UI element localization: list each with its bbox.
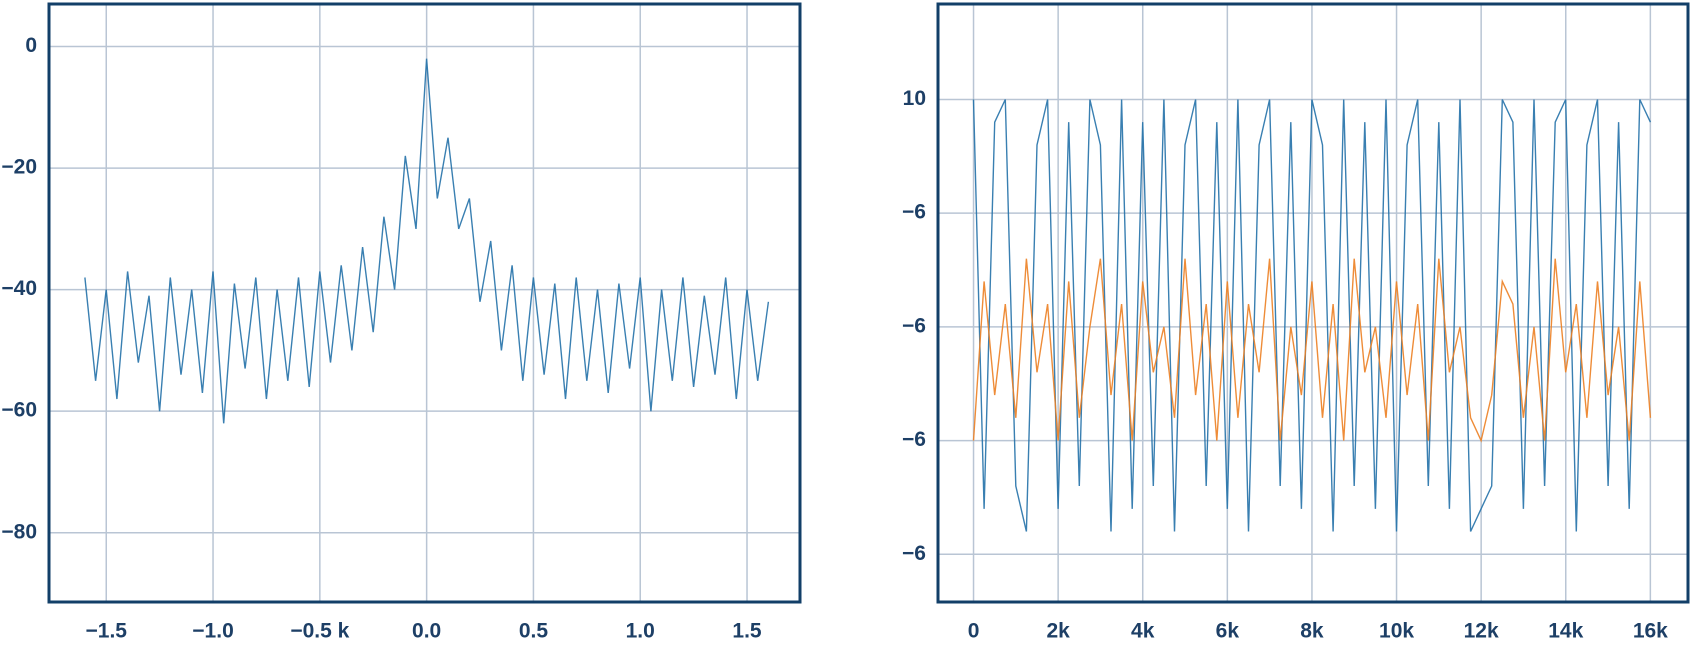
y-tick-label: −20 [1,156,37,179]
x-tick-label: 0.0 [412,620,441,643]
y-tick-label: −6 [902,428,926,451]
y-tick-label: −6 [902,201,926,224]
x-tick-label: −1.0 [192,620,233,643]
series-line [972,99,1652,532]
x-tick-label: −0.5 k [290,620,349,643]
x-tick-label: 8k [1300,620,1324,643]
plot-frame [936,2,1690,604]
y-tick-label: 10 [903,87,926,110]
y-tick-label: 0 [25,34,37,57]
x-tick-label: 0.5 [519,620,549,643]
y-tick-label: −6 [902,314,926,337]
x-tick-label: 14k [1548,620,1583,643]
series-line [972,258,1652,443]
x-tick-label: 0 [968,620,980,643]
x-tick-label: 6k [1216,620,1240,643]
y-tick-label: −40 [1,277,37,300]
x-tick-label: 10k [1379,620,1414,643]
x-tick-label: 1.5 [732,620,762,643]
x-tick-label: −1.5 [86,620,128,643]
x-tick-label: 16k [1633,620,1668,643]
y-tick-label: −80 [1,520,37,543]
y-tick-label: −60 [1,399,37,422]
y-tick-label: −6 [902,542,926,565]
x-tick-label: 4k [1131,620,1155,643]
x-tick-label: 1.0 [626,620,655,643]
plot-frame [47,2,802,604]
series-line [84,58,770,424]
x-tick-label: 12k [1464,620,1499,643]
x-tick-label: 2k [1046,620,1070,643]
